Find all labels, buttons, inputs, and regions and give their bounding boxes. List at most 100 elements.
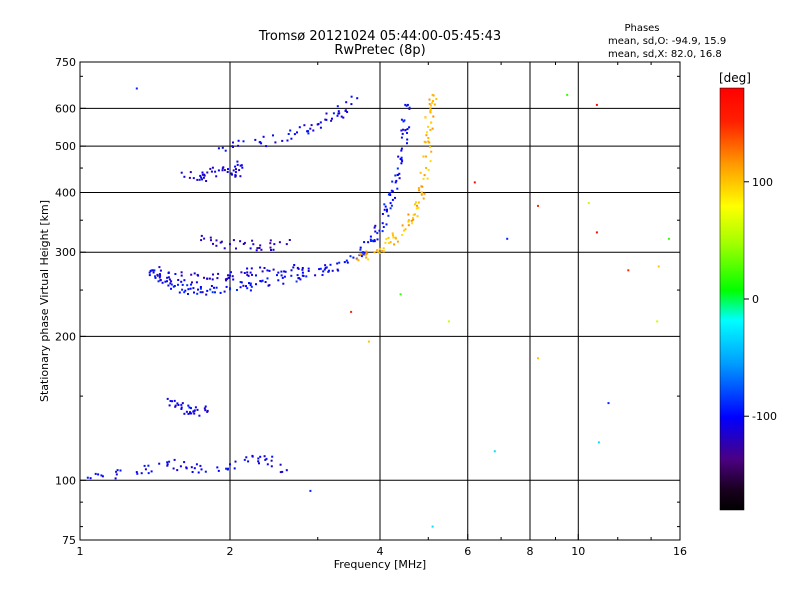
x-tick-label: 8 [527,545,534,558]
data-point [429,160,432,163]
data-point [417,201,420,204]
data-point [424,141,427,144]
data-point [376,238,379,241]
data-point [473,181,476,184]
data-point [195,281,198,284]
data-point [225,467,228,470]
data-point [376,232,379,235]
data-point [270,465,273,468]
data-point [400,156,403,159]
data-point [413,213,416,216]
data-point [274,141,277,144]
data-point [184,289,187,292]
data-point [197,274,200,277]
data-point [364,251,367,254]
data-point [393,243,396,246]
data-point [407,224,410,227]
data-point [158,276,161,279]
data-point [189,171,192,174]
data-point [246,287,249,290]
data-point [242,284,245,287]
data-point [402,120,405,123]
data-point [200,239,203,242]
data-point [173,399,176,402]
data-point [389,194,392,196]
data-point [232,278,235,281]
data-point [370,239,373,242]
y-tick-label: 100 [55,474,76,487]
data-point [235,168,237,171]
data-point [242,140,245,143]
data-point [309,127,312,130]
data-point [307,267,310,270]
data-point [407,220,410,223]
y-axis-label: Stationary phase Virtual Height [km] [38,200,51,402]
data-point [231,145,234,148]
data-point [336,114,339,117]
data-point [197,288,199,291]
data-point [234,171,237,174]
data-point [340,115,343,118]
data-point [386,208,388,211]
data-point [259,280,262,282]
data-point [203,173,206,176]
data-point [205,180,208,182]
data-point [296,131,298,134]
data-point [247,460,250,463]
data-point [419,171,422,174]
data-point [316,123,319,126]
data-point [336,262,339,265]
data-point [249,247,252,250]
data-point [422,155,425,158]
data-point [170,283,173,286]
data-point [423,192,426,195]
data-point [336,268,339,271]
data-point [237,144,240,147]
data-point [229,274,231,277]
data-point [188,406,191,409]
data-point [412,218,415,221]
data-point [390,189,393,192]
data-point [312,129,315,132]
data-point [384,241,387,244]
data-point [429,109,432,112]
data-point [401,234,404,236]
data-point [177,279,180,281]
data-point [566,93,569,96]
data-point [221,167,224,170]
data-point [387,214,390,217]
data-point [200,468,203,471]
data-point [211,278,214,281]
data-point [404,129,407,132]
colorbar-tick-label: -100 [752,410,777,423]
data-point [420,191,423,194]
data-point [281,139,284,142]
data-point [283,270,286,273]
data-point [357,259,360,262]
data-point [147,464,150,467]
data-point [322,270,325,273]
x-axis-label: Frequency [MHz] [334,558,426,571]
data-point [607,402,610,405]
data-point [270,249,272,251]
data-point [252,243,255,246]
data-point [215,286,218,289]
data-point [170,287,172,290]
data-point [190,273,193,276]
data-point [279,463,282,466]
data-point [178,291,181,294]
data-point [277,279,280,282]
data-point [381,230,384,233]
data-point [227,467,229,470]
data-point [236,289,238,291]
colorbar-tick-label: 0 [752,293,759,306]
data-point [408,126,411,129]
data-point [213,286,215,289]
data-point [216,466,219,469]
data-point [295,280,298,283]
data-point [363,241,366,244]
data-point [268,284,271,287]
data-point [115,473,118,476]
data-point [407,213,410,216]
data-point [301,267,304,269]
